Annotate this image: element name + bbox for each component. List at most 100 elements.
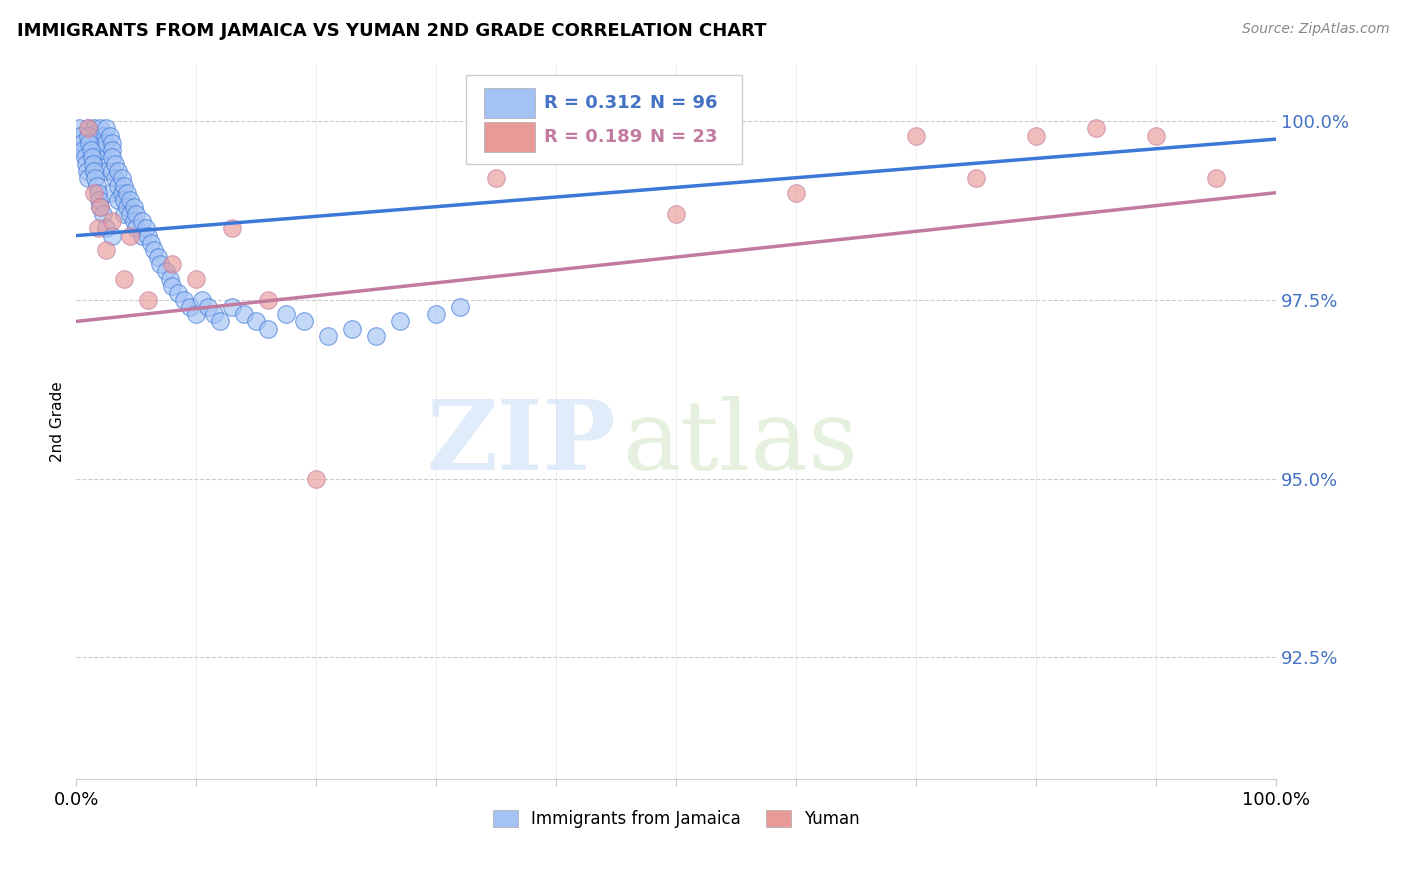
Point	[77, 171, 100, 186]
Point	[389, 314, 412, 328]
Text: N = 23: N = 23	[650, 128, 717, 146]
Point	[101, 143, 124, 157]
Point	[87, 186, 110, 200]
Point	[83, 136, 105, 150]
Point	[89, 136, 111, 150]
Point	[149, 257, 172, 271]
Point	[79, 143, 101, 157]
Point	[257, 293, 280, 307]
Point	[186, 271, 208, 285]
Point	[1025, 128, 1047, 143]
Point	[425, 307, 447, 321]
Point	[104, 157, 127, 171]
Point	[72, 143, 94, 157]
Point	[245, 314, 267, 328]
Point	[79, 136, 101, 150]
Point	[87, 143, 110, 157]
Point	[76, 164, 98, 178]
Point	[79, 128, 101, 143]
Point	[77, 128, 100, 143]
FancyBboxPatch shape	[467, 75, 742, 164]
Point	[98, 128, 121, 143]
Point	[82, 157, 104, 171]
Point	[87, 128, 110, 143]
Point	[107, 193, 129, 207]
Point	[87, 221, 110, 235]
Point	[96, 121, 118, 136]
Point	[83, 186, 105, 200]
Point	[139, 235, 162, 250]
Point	[120, 207, 142, 221]
Point	[79, 143, 101, 157]
Point	[136, 228, 159, 243]
Point	[125, 221, 148, 235]
Point	[221, 221, 243, 235]
Text: IMMIGRANTS FROM JAMAICA VS YUMAN 2ND GRADE CORRELATION CHART: IMMIGRANTS FROM JAMAICA VS YUMAN 2ND GRA…	[17, 22, 766, 40]
Point	[101, 214, 124, 228]
Point	[73, 150, 96, 164]
Point	[77, 136, 100, 150]
Point	[96, 164, 118, 178]
Point	[135, 221, 157, 235]
Point	[191, 293, 214, 307]
Point	[101, 164, 124, 178]
Point	[1085, 121, 1108, 136]
Point	[1205, 171, 1227, 186]
Legend: Immigrants from Jamaica, Yuman: Immigrants from Jamaica, Yuman	[486, 804, 866, 835]
Point	[120, 193, 142, 207]
Point	[83, 121, 105, 136]
Point	[905, 128, 928, 143]
FancyBboxPatch shape	[484, 87, 534, 118]
Point	[131, 214, 153, 228]
Point	[665, 207, 688, 221]
Point	[292, 314, 315, 328]
Point	[202, 307, 225, 321]
Point	[233, 307, 256, 321]
Point	[72, 136, 94, 150]
Point	[89, 150, 111, 164]
Text: atlas: atlas	[621, 396, 858, 490]
Point	[167, 285, 190, 300]
Text: ZIP: ZIP	[426, 396, 616, 490]
Point	[136, 293, 159, 307]
FancyBboxPatch shape	[484, 122, 534, 152]
Point	[83, 164, 105, 178]
Point	[340, 321, 363, 335]
Point	[67, 121, 90, 136]
Point	[104, 171, 127, 186]
Point	[89, 200, 111, 214]
Point	[91, 128, 114, 143]
Point	[112, 178, 135, 193]
Point	[146, 250, 169, 264]
Point	[186, 307, 208, 321]
Point	[69, 128, 91, 143]
Text: Source: ZipAtlas.com: Source: ZipAtlas.com	[1241, 22, 1389, 37]
Point	[86, 178, 108, 193]
Point	[131, 228, 153, 243]
Point	[221, 300, 243, 314]
Point	[162, 278, 184, 293]
Point	[80, 150, 103, 164]
Point	[89, 200, 111, 214]
Point	[143, 243, 166, 257]
Point	[276, 307, 298, 321]
Point	[1144, 128, 1167, 143]
Point	[162, 257, 184, 271]
Point	[96, 221, 118, 235]
Point	[112, 271, 135, 285]
Point	[125, 207, 148, 221]
Point	[155, 264, 177, 278]
Text: R = 0.312: R = 0.312	[544, 94, 643, 112]
Point	[115, 186, 138, 200]
Point	[122, 200, 145, 214]
Point	[75, 157, 97, 171]
Point	[84, 171, 107, 186]
Point	[101, 136, 124, 150]
Point	[83, 150, 105, 164]
Point	[485, 171, 508, 186]
Point	[965, 171, 987, 186]
Point	[96, 136, 118, 150]
Text: R = 0.189: R = 0.189	[544, 128, 643, 146]
Point	[209, 314, 232, 328]
Point	[101, 228, 124, 243]
